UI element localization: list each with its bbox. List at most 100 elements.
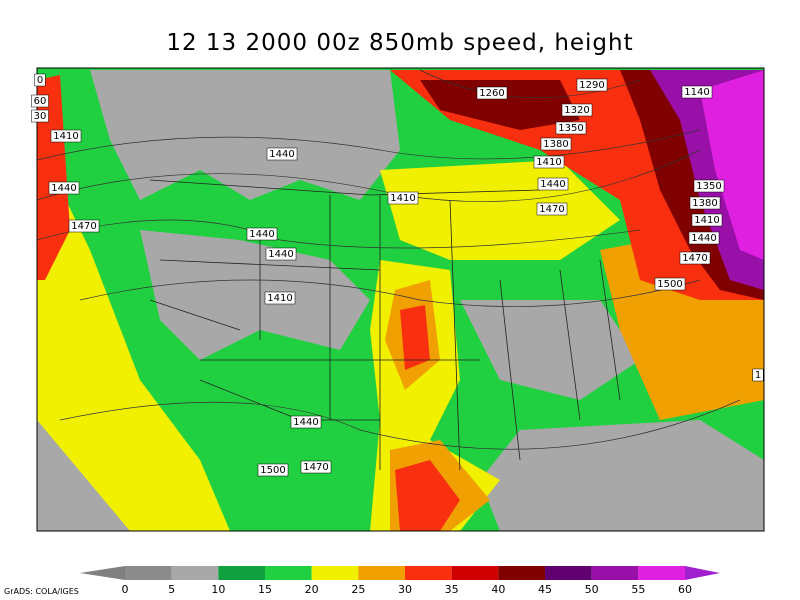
contour-label-box <box>540 137 572 151</box>
colorbar-tick-label: 25 <box>351 583 365 596</box>
field-gray <box>140 230 370 360</box>
colorbar-tick-label: 30 <box>398 583 412 596</box>
field-red <box>395 460 460 531</box>
contour-label: 1440 <box>51 183 76 194</box>
contour-label-box <box>689 196 721 210</box>
contour-label-box <box>537 177 569 191</box>
contour-label-box <box>31 109 49 123</box>
contour-label: 30 <box>34 111 47 122</box>
colorbar-tick-label: 40 <box>491 583 505 596</box>
contour-label-box <box>693 179 725 193</box>
colorbar-tick-label: 0 <box>122 583 129 596</box>
colorbar-bin <box>125 566 172 580</box>
contour-label-box <box>68 219 100 233</box>
contour-label: 1380 <box>692 198 717 209</box>
colorbar-tick-label: 50 <box>585 583 599 596</box>
colorbar-tick-label: 35 <box>445 583 459 596</box>
colorbar-bin <box>638 566 685 580</box>
contour-label: 1350 <box>558 123 583 134</box>
field-yellow <box>37 140 230 531</box>
contour-label: 60 <box>34 96 47 107</box>
contour-label: 1410 <box>536 157 561 168</box>
field-gray <box>90 70 400 200</box>
contour-label-box <box>688 231 720 245</box>
contour-label-box <box>679 251 711 265</box>
field-magenta <box>700 70 764 260</box>
contour-label: 1440 <box>268 249 293 260</box>
contour-label: 1440 <box>249 229 274 240</box>
contour-label-box <box>533 155 565 169</box>
colorbar-bin <box>311 566 359 580</box>
contour-label-box <box>536 202 568 216</box>
colorbar-tick-label: 10 <box>211 583 225 596</box>
contour-label-box <box>266 147 298 161</box>
contour-label: 1380 <box>543 139 568 150</box>
field-gray <box>480 420 764 531</box>
credit: GrADS: COLA/IGES <box>4 587 79 596</box>
contour-label-box <box>34 73 46 87</box>
contour-label-box <box>387 191 419 205</box>
colorbar-tick-label: 5 <box>168 583 175 596</box>
contour-label-box <box>576 78 608 92</box>
contour-label: 0 <box>37 75 43 86</box>
title: 12 13 2000 00z 850mb speed, height <box>166 30 633 56</box>
field-darkred <box>420 80 580 130</box>
contour-label: 1410 <box>267 293 292 304</box>
contour-label-box <box>555 121 587 135</box>
contour-label: 1140 <box>684 87 709 98</box>
contour-label: 1410 <box>694 215 719 226</box>
contour-label: 1 <box>755 370 761 381</box>
colorbar-over <box>685 566 720 580</box>
field-red <box>400 305 430 370</box>
contour-label: 1410 <box>53 131 78 142</box>
contour-label-box <box>264 291 296 305</box>
map-field <box>37 68 764 531</box>
contour-label-box <box>290 415 322 429</box>
contour-label-box <box>48 181 80 195</box>
state-lines <box>149 179 621 471</box>
contour-label-box <box>265 247 297 261</box>
contour-label: 1290 <box>579 80 604 91</box>
contour-label-box <box>246 227 278 241</box>
contour-label-box <box>300 460 332 474</box>
colorbar-bin <box>358 566 405 580</box>
colorbar-tick-label: 20 <box>305 583 319 596</box>
contour-label: 1440 <box>540 179 565 190</box>
contour-label: 1440 <box>691 233 716 244</box>
colorbar-bin <box>171 566 219 580</box>
field-red <box>37 75 70 280</box>
contour-label: 1350 <box>696 181 721 192</box>
contour-label-box <box>752 368 764 382</box>
contour-label-box <box>50 129 82 143</box>
colorbar-bin <box>405 566 452 580</box>
contour-label-box <box>257 463 289 477</box>
contour-label: 1470 <box>303 462 328 473</box>
map-frame <box>36 67 765 532</box>
contour-label: 1500 <box>657 279 682 290</box>
contour-label-box <box>654 277 686 291</box>
contour-label-box <box>681 85 713 99</box>
contour-label: 1320 <box>564 105 589 116</box>
colorbar-bin <box>498 566 545 580</box>
contour-label: 1500 <box>260 465 285 476</box>
contour-label: 1440 <box>293 417 318 428</box>
contour-labels: 0 60 30 1410 1440 1470 1440 1410 1440 1440 1410 126… <box>31 73 764 477</box>
contour-label-box <box>31 94 49 108</box>
colorbar-bin <box>545 566 592 580</box>
colorbar-bin <box>218 566 265 580</box>
colorbar-under <box>80 566 125 580</box>
contour-label: 1470 <box>682 253 707 264</box>
colorbar-bin <box>591 566 639 580</box>
contour-label-box <box>561 103 593 117</box>
contour-label-box <box>691 213 723 227</box>
colorbar-tick-label: 15 <box>258 583 272 596</box>
colorbar: 0 5 10 15 20 25 30 35 40 45 50 55 60 <box>80 566 720 596</box>
contour-label: 1410 <box>390 193 415 204</box>
colorbar-tick-label: 60 <box>678 583 692 596</box>
contour-label: 1470 <box>539 204 564 215</box>
colorbar-tick-label: 45 <box>538 583 552 596</box>
contour-label: 1440 <box>269 149 294 160</box>
contour-label: 1260 <box>479 88 504 99</box>
colorbar-bin <box>265 566 312 580</box>
